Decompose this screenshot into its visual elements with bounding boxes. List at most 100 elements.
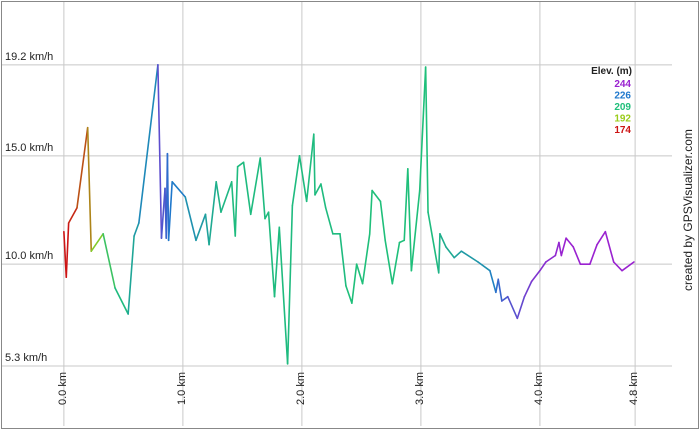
line-segment [453, 250, 463, 259]
line-segment [298, 155, 308, 203]
line-segment [355, 263, 364, 285]
line-segment [305, 133, 315, 203]
legend-entry: 192 [614, 114, 631, 125]
line-segment [497, 278, 503, 302]
line-segment [278, 226, 289, 365]
line-segment [439, 233, 447, 248]
x-tick-label: 4.0 km [533, 372, 545, 405]
x-tick-label: 1.0 km [176, 372, 188, 405]
line-segment [460, 250, 479, 263]
line-segment [516, 295, 526, 320]
y-tick-label: 19.2 km/h [5, 51, 53, 63]
line-segment [127, 235, 135, 315]
line-segment [361, 233, 371, 285]
line-segment [234, 165, 239, 237]
line-segment [477, 261, 491, 272]
legend-entry: 226 [614, 91, 631, 102]
line-segment [539, 261, 547, 272]
line-segment [391, 241, 401, 285]
line-segment [398, 239, 406, 244]
line-segment [90, 233, 104, 252]
line-segment [102, 233, 116, 289]
line-segment [545, 254, 557, 263]
line-segment [489, 269, 497, 294]
line-segment [427, 211, 440, 274]
line-segment [324, 207, 334, 235]
line-segment [621, 261, 635, 272]
line-segment [371, 189, 382, 203]
x-tick-label: 4.8 km [628, 372, 640, 405]
line-segment [345, 285, 353, 304]
line-segment [351, 263, 358, 304]
line-segment [379, 200, 386, 242]
line-segment [445, 246, 456, 259]
line-segment [410, 189, 421, 272]
legend-entry: 244 [614, 79, 631, 90]
line-segment [133, 222, 140, 237]
legend-entry: 209 [614, 102, 631, 113]
line-segment [138, 64, 159, 224]
line-segment [565, 237, 575, 248]
line-segment [407, 168, 413, 272]
line-segment [204, 213, 210, 246]
line-segment [67, 207, 78, 224]
grid: 5.3 km/h 10.0 km/h 15.0 km/h 19.2 km/h 0.0 k… [2, 2, 672, 426]
line-segment [273, 226, 281, 298]
line-segment [530, 269, 541, 283]
legend-title: Elev. (m) [591, 66, 632, 77]
line-segment [558, 241, 563, 257]
line-segment [259, 157, 266, 220]
line-segment [267, 211, 276, 298]
line-segment [596, 230, 607, 246]
line-segment [403, 168, 409, 242]
line-segment [368, 189, 373, 235]
line-segment [230, 181, 237, 237]
line-segment [501, 295, 509, 302]
line-segment [236, 161, 245, 168]
line-segment [184, 196, 197, 242]
line-segment [286, 204, 294, 365]
line-segment [215, 181, 222, 213]
line-segment [589, 243, 598, 265]
y-tick-label: 5.3 km/h [5, 352, 47, 364]
line-segment [604, 230, 615, 263]
line-segment [314, 183, 322, 196]
line-segment [612, 261, 623, 272]
line-segment [76, 126, 89, 209]
credit: created by GPSVisualizer.com [681, 129, 695, 291]
line-segment [208, 181, 218, 246]
line-segment [424, 66, 429, 213]
line-segment [291, 155, 301, 207]
line-segment [339, 233, 347, 287]
line-segment [114, 287, 129, 315]
line-segment [195, 213, 207, 242]
line-segment [86, 126, 93, 252]
legend-entry: 174 [614, 125, 631, 136]
line-segment [320, 183, 327, 209]
line-segment [418, 66, 427, 192]
line-segment [312, 133, 316, 196]
line-segment [249, 157, 262, 216]
y-tick-label: 15.0 km/h [5, 142, 53, 154]
x-tick-label: 3.0 km [414, 372, 426, 405]
line-segment [506, 295, 519, 320]
line-segment [157, 64, 163, 239]
line-segment [167, 181, 173, 242]
x-tick-label: 2.0 km [295, 372, 307, 405]
line-segment [554, 241, 560, 257]
line-segment [166, 152, 170, 242]
speed-line [63, 64, 635, 365]
line-segment [65, 222, 70, 278]
line-segment [171, 181, 187, 198]
line-segment [572, 246, 582, 265]
x-tick-label: 0.0 km [57, 372, 69, 405]
line-segment [560, 237, 567, 257]
y-tick-label: 10.0 km/h [5, 250, 53, 262]
line-segment [242, 161, 252, 216]
line-segment [523, 280, 533, 298]
line-segment [437, 233, 441, 274]
